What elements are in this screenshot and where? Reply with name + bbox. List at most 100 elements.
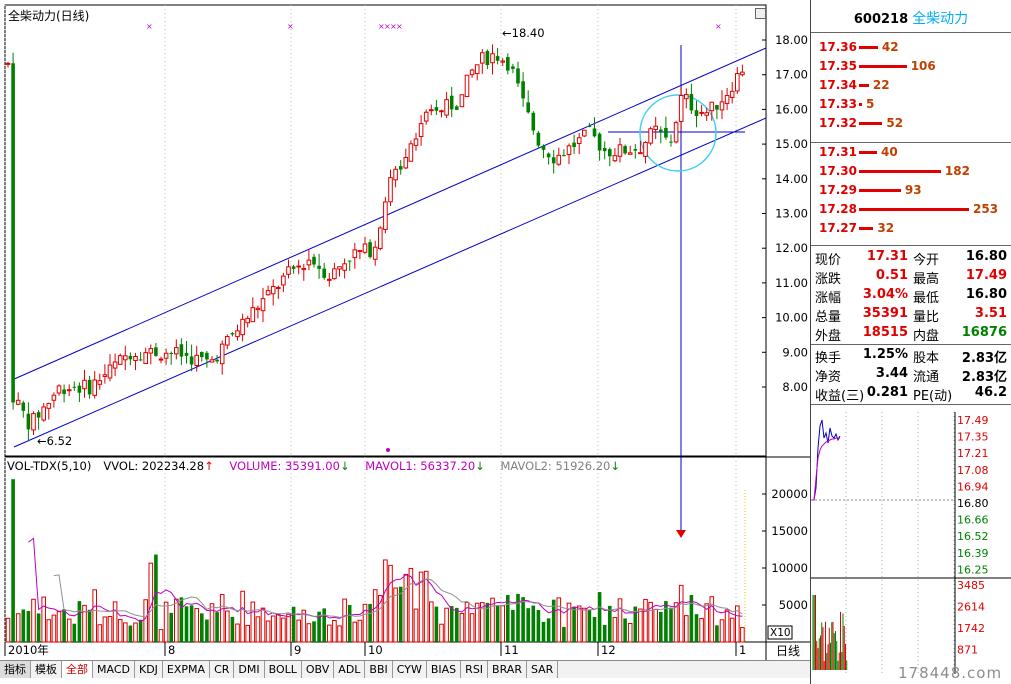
- volume-bar: [587, 609, 592, 642]
- ask-row: 17.36 42: [819, 40, 899, 58]
- candle-body: [276, 286, 281, 289]
- quote-row: 总量 35391 量比 3.51: [815, 306, 1009, 325]
- stock-header: 600218 全柴动力: [811, 8, 1011, 28]
- volume-bar: [179, 597, 184, 642]
- event-marker-icon[interactable]: ×: [378, 22, 385, 31]
- candle-body: [255, 307, 261, 311]
- quote-row: 涨幅 3.04% 最低 16.80: [815, 287, 1009, 306]
- quote-label: 总量: [815, 310, 842, 325]
- intraday-price-label: 17.08: [957, 464, 989, 477]
- quote-value: 16.80: [965, 249, 1007, 264]
- kline-chart-svg[interactable]: ←18.40←6.52× × × × × × × 18.0017.0016.0015.001…: [0, 0, 810, 684]
- time-label: 9: [294, 643, 301, 657]
- volume-bar: [643, 598, 648, 643]
- tab-4[interactable]: KDJ: [134, 661, 163, 678]
- price-tick-label: 17.00: [775, 68, 808, 82]
- event-dot-icon: [386, 448, 390, 452]
- tab-11[interactable]: BBI: [365, 661, 393, 678]
- candle-body: [673, 122, 679, 143]
- ask-volume-bar: [859, 65, 907, 68]
- tab-12[interactable]: CYW: [392, 661, 427, 678]
- quote-label: 外盘: [815, 329, 842, 344]
- candle-body: [536, 132, 541, 146]
- candle-body: [332, 268, 337, 280]
- event-marker-icon[interactable]: ×: [715, 22, 722, 31]
- volume-bar: [92, 589, 98, 643]
- bid-volume: 40: [881, 145, 898, 159]
- ask-row: 17.35 106: [819, 59, 936, 77]
- volume-bar: [327, 624, 332, 643]
- quote-label: 流通: [913, 370, 940, 385]
- mavol2-value: MAVOL2: 51926.20: [500, 459, 611, 473]
- volume-bar: [709, 596, 715, 643]
- volume-bar: [77, 601, 82, 642]
- candle-body: [526, 102, 530, 113]
- tab-13[interactable]: BIAS: [426, 661, 462, 678]
- candle-body: [26, 413, 31, 430]
- bid-volume-bar: [859, 189, 901, 192]
- ask-price: 17.32: [819, 116, 857, 130]
- tab-2[interactable]: 全部: [62, 661, 93, 678]
- tab-8[interactable]: BOLL: [264, 661, 302, 678]
- candle-body: [378, 227, 383, 250]
- intraday-mini-chart[interactable]: 17.49 17.35 17.21 17.08 16.94 16.80 16.66 16.52…: [810, 408, 1011, 684]
- quote-row: 涨跌 0.51 最高 17.49: [815, 268, 1009, 287]
- tab-5[interactable]: EXPMA: [162, 661, 211, 678]
- volume-bar: [296, 619, 301, 643]
- event-marker-icon[interactable]: ×: [287, 22, 294, 31]
- volume-bar: [128, 625, 133, 642]
- tab-9[interactable]: OBV: [301, 661, 335, 678]
- tab-0[interactable]: 指标: [0, 661, 31, 678]
- mavol1-line: [28, 537, 743, 623]
- volume-bar: [566, 602, 572, 643]
- candle-body: [179, 344, 184, 357]
- volume-bar: [102, 616, 108, 643]
- event-marker-icon[interactable]: ×: [390, 22, 397, 31]
- vol-indicator-name[interactable]: VOL-TDX(5,10): [7, 459, 92, 473]
- candle-body: [608, 149, 612, 157]
- candle-body: [485, 50, 490, 65]
- price-tick-label: 13.00: [775, 207, 808, 221]
- intraday-avg-line: [812, 437, 840, 501]
- tab-10[interactable]: ADL: [334, 661, 366, 678]
- down-arrow-icon: ↓: [610, 459, 620, 473]
- quote-row: 外盘 18515 内盘 16876: [815, 325, 1009, 344]
- volume-bar: [485, 602, 490, 642]
- kline-chart-panel[interactable]: ←18.40 ←6.52 × × × × × × × 18.00 17.00 16.00 15.00 1…: [0, 0, 810, 684]
- candle-body: [87, 379, 92, 395]
- volume-bar: [464, 601, 470, 643]
- event-marker-icon[interactable]: ×: [396, 22, 403, 31]
- ask-volume: 42: [881, 40, 899, 54]
- volume-bar: [516, 593, 520, 642]
- tab-3[interactable]: MACD: [93, 661, 135, 678]
- tab-16[interactable]: SAR: [526, 661, 559, 678]
- volume-bar: [378, 594, 383, 643]
- event-marker-icon[interactable]: ×: [384, 22, 391, 31]
- candle-body: [322, 268, 326, 278]
- tab-15[interactable]: BRAR: [488, 661, 527, 678]
- bid-volume-bar: [859, 170, 941, 173]
- volume-bar: [474, 602, 480, 643]
- volume-bar: [21, 609, 26, 642]
- divider: [811, 32, 1011, 33]
- volume-bar: [536, 610, 541, 642]
- candle-body: [582, 129, 587, 137]
- period-label[interactable]: 日线: [776, 644, 800, 658]
- tab-14[interactable]: RSI: [461, 661, 489, 678]
- intraday-price-label: 17.21: [957, 447, 989, 460]
- maximize-icon[interactable]: [755, 8, 766, 19]
- tab-6[interactable]: CR: [210, 661, 235, 678]
- stock-name[interactable]: 全柴动力: [912, 11, 969, 27]
- tab-1[interactable]: 模板: [31, 661, 62, 678]
- candle-body: [597, 133, 602, 151]
- candle-body: [154, 347, 158, 356]
- quote-label: PE(动): [913, 389, 953, 404]
- volume-bar: [582, 607, 587, 643]
- chart-title: 全柴动力(日线): [8, 9, 90, 23]
- ask-row: 17.32 52: [819, 116, 903, 134]
- ask-volume-bar: [859, 84, 869, 87]
- tab-7[interactable]: DMI: [234, 661, 265, 678]
- volume-bar: [735, 605, 740, 643]
- volume-bar: [352, 621, 358, 643]
- event-marker-icon[interactable]: ×: [146, 22, 153, 31]
